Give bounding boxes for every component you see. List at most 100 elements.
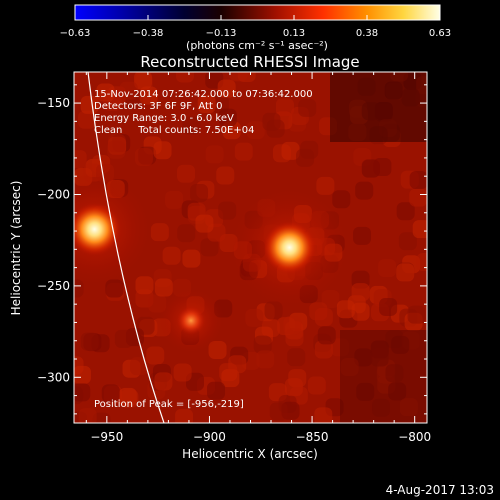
- texture-cell: [275, 98, 294, 117]
- texture-cell: [314, 340, 333, 359]
- texture-cell: [154, 372, 173, 391]
- texture-cell: [135, 276, 154, 295]
- annotation-energy-range: Energy Range: 3.0 - 6.0 keV: [94, 113, 234, 124]
- texture-cell: [182, 116, 201, 135]
- x-tick-label: −850: [296, 430, 329, 444]
- texture-cell: [173, 363, 192, 382]
- texture-cell: [309, 302, 328, 321]
- texture-cell: [351, 302, 370, 321]
- texture-cell: [269, 402, 288, 421]
- x-tick-label: −800: [398, 430, 431, 444]
- texture-cell: [218, 108, 237, 127]
- texture-cell: [120, 389, 139, 408]
- y-tick-label: −250: [37, 279, 70, 293]
- texture-cell: [229, 72, 248, 82]
- dark-region: [340, 330, 427, 423]
- texture-cell: [234, 142, 253, 161]
- texture-cell: [307, 376, 326, 395]
- heatmap-plot: [74, 72, 427, 423]
- x-tick-label: −900: [193, 430, 226, 444]
- texture-cell: [130, 357, 149, 376]
- texture-cell: [119, 81, 138, 100]
- texture-cell: [190, 183, 209, 202]
- axes: −950 −900 −850 −800 −150 −200 −250 −300: [37, 72, 431, 444]
- texture-cell: [78, 408, 97, 423]
- texture-cell: [162, 246, 181, 265]
- colorbar-tick-label: 0.63: [429, 28, 451, 39]
- y-tick-label: −150: [37, 96, 70, 110]
- texture-cell: [150, 223, 169, 242]
- texture-cell: [175, 408, 194, 423]
- texture-cell: [379, 297, 398, 316]
- texture-cell: [177, 224, 196, 243]
- emission-source: [263, 221, 316, 274]
- texture-cell: [316, 176, 335, 195]
- texture-cell: [256, 350, 275, 369]
- texture-cell: [317, 326, 336, 345]
- texture-cell: [74, 365, 91, 384]
- texture-cell: [205, 145, 224, 164]
- texture-cell: [283, 316, 302, 335]
- texture-cell: [139, 86, 158, 105]
- texture-cell: [281, 141, 300, 160]
- texture-cell: [314, 407, 333, 423]
- footer-date: 4-Aug-2017 13:03: [386, 483, 494, 497]
- colorbar: −0.63 −0.38 −0.13 0.13 0.38 0.63 (photons cm⁻…: [60, 4, 451, 52]
- texture-cell: [165, 190, 184, 209]
- texture-cell: [177, 164, 196, 183]
- texture-cell: [200, 238, 219, 257]
- texture-cell: [96, 83, 115, 102]
- colorbar-tick-label: −0.38: [133, 28, 164, 39]
- texture-cell: [114, 329, 133, 348]
- y-axis-label: Heliocentric Y (arcsec): [9, 181, 23, 316]
- texture-cell: [412, 220, 427, 239]
- texture-cell: [154, 278, 173, 297]
- dark-region: [330, 72, 427, 142]
- colorbar-ticks: −0.63 −0.38 −0.13 0.13 0.38 0.63: [60, 15, 451, 39]
- texture-cell: [284, 378, 303, 397]
- texture-cell: [146, 346, 165, 365]
- colorbar-tick-label: −0.63: [60, 28, 91, 39]
- colorbar-tick-label: −0.13: [206, 28, 237, 39]
- texture-cell: [101, 384, 120, 403]
- texture-cell: [195, 214, 214, 233]
- texture-cell: [134, 72, 153, 90]
- peak-position-label: Position of Peak = [-956,-219]: [94, 399, 244, 410]
- annotation-detectors: Detectors: 3F 6F 9F, Att 0: [94, 101, 222, 112]
- x-tick-label: −950: [90, 430, 123, 444]
- plot-annotations: 15-Nov-2014 07:26:42.000 to 07:36:42.000…: [94, 89, 313, 410]
- texture-cell: [176, 72, 194, 83]
- solar-limb: [87, 72, 165, 423]
- texture-cell: [216, 166, 235, 185]
- emission-source: [74, 203, 121, 256]
- colorbar-unit-label: (photons cm⁻² s⁻¹ asec⁻²): [186, 39, 328, 52]
- colorbar-tick-label: 0.38: [356, 28, 378, 39]
- y-tick-label: −200: [37, 187, 70, 201]
- texture-cell: [253, 335, 272, 354]
- texture-cell: [409, 188, 427, 207]
- texture-cell: [298, 98, 317, 117]
- texture-cell: [197, 95, 216, 114]
- texture-cell: [332, 190, 351, 209]
- texture-cell: [92, 412, 111, 423]
- texture-cell: [398, 232, 417, 251]
- texture-cell: [361, 159, 380, 178]
- texture-cell: [353, 226, 372, 245]
- texture-cell: [74, 383, 91, 402]
- texture-cell: [378, 259, 397, 278]
- texture-cell: [396, 263, 415, 282]
- texture-cell: [245, 308, 264, 327]
- texture-cell: [287, 348, 306, 367]
- texture-cell: [336, 300, 355, 319]
- colorbar-tick-label: 0.13: [283, 28, 305, 39]
- texture-cell: [218, 201, 237, 220]
- heatmap-sources: [74, 172, 350, 354]
- texture-cell: [221, 369, 240, 388]
- y-tick-label: −300: [37, 370, 70, 384]
- texture-cell: [208, 340, 227, 359]
- texture-cell: [74, 150, 87, 169]
- texture-cell: [217, 79, 236, 98]
- texture-cell: [409, 171, 427, 190]
- texture-cell: [207, 381, 226, 400]
